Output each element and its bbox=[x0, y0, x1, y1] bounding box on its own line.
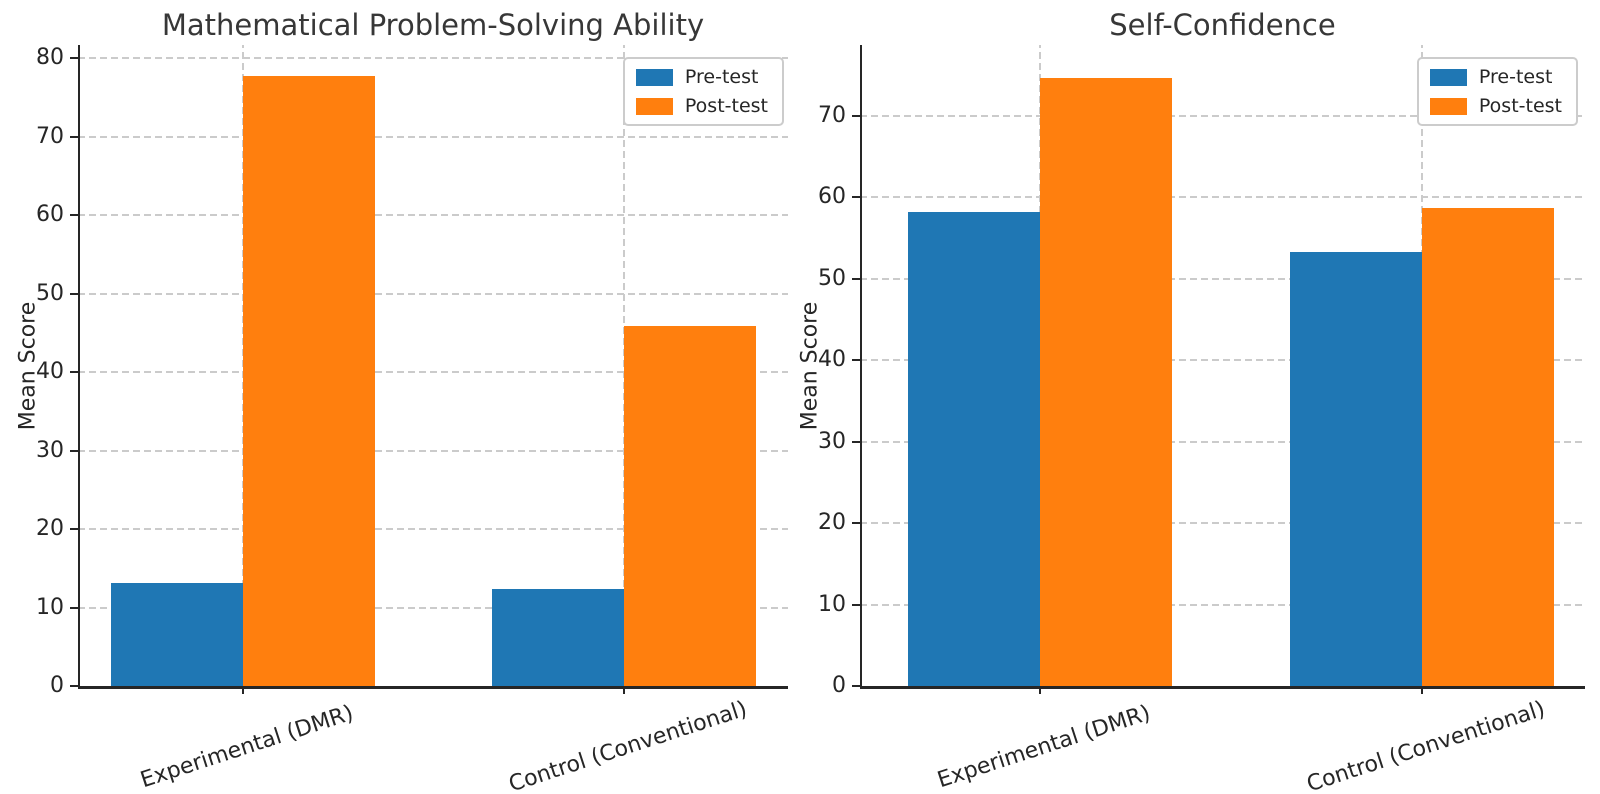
y-tick-label-40: 40 bbox=[818, 347, 846, 373]
legend-label: Pre-test bbox=[1478, 66, 1553, 88]
gridline-y-60 bbox=[78, 214, 788, 217]
x-tick-control-conventional bbox=[623, 686, 625, 694]
y-tick-0 bbox=[70, 685, 78, 687]
legend-item-pre-test: Pre-test bbox=[1429, 66, 1562, 88]
x-tick-experimental-dmr bbox=[1039, 686, 1041, 694]
gridline-y-40 bbox=[860, 359, 1585, 362]
y-tick-40 bbox=[852, 359, 860, 362]
y-tick-30 bbox=[852, 440, 860, 443]
chart-title: Self-Confidence bbox=[1109, 8, 1336, 42]
x-tick-label-control-conventional: Control (Conventional) bbox=[1303, 696, 1549, 794]
x-axis-spine bbox=[860, 686, 1585, 689]
x-axis-spine bbox=[78, 686, 788, 689]
legend-label: Post-test bbox=[684, 95, 768, 117]
bar-pre-test-experimental-dmr bbox=[111, 583, 243, 686]
gridline-y-60 bbox=[860, 196, 1585, 199]
legend-item-post-test: Post-test bbox=[635, 95, 768, 117]
x-tick-experimental-dmr bbox=[242, 686, 244, 694]
chart-title: Mathematical Problem-Solving Ability bbox=[161, 8, 705, 42]
legend-label: Pre-test bbox=[684, 66, 759, 88]
bar-pre-test-control-conventional bbox=[492, 589, 624, 686]
y-tick-label-70: 70 bbox=[818, 102, 846, 128]
plot-area bbox=[860, 45, 1585, 689]
y-tick-label-70: 70 bbox=[36, 123, 64, 149]
legend: Pre-test Post-test bbox=[622, 57, 784, 126]
gridline-y-30 bbox=[860, 440, 1585, 443]
gridline-y-10 bbox=[860, 603, 1585, 606]
gridline-y-70 bbox=[78, 135, 788, 138]
y-tick-0 bbox=[852, 685, 860, 687]
bar-post-test-experimental-dmr bbox=[243, 76, 375, 686]
y-tick-label-50: 50 bbox=[818, 265, 846, 291]
bar-post-test-control-conventional bbox=[624, 325, 756, 686]
gridline-y-20 bbox=[860, 522, 1585, 525]
y-tick-label-60: 60 bbox=[36, 202, 64, 228]
y-tick-label-10: 10 bbox=[36, 594, 64, 620]
y-tick-20 bbox=[70, 528, 78, 531]
y-tick-label-20: 20 bbox=[36, 516, 64, 542]
y-tick-label-30: 30 bbox=[36, 437, 64, 463]
y-tick-70 bbox=[70, 135, 78, 138]
y-tick-20 bbox=[852, 522, 860, 525]
gridline-y-70 bbox=[860, 114, 1585, 117]
bar-post-test-experimental-dmr bbox=[1040, 77, 1172, 686]
y-tick-50 bbox=[852, 277, 860, 280]
y-tick-label-20: 20 bbox=[818, 510, 846, 536]
post-test-swatch bbox=[1429, 97, 1467, 115]
x-tick-label-control-conventional: Control (Conventional) bbox=[505, 696, 751, 794]
gridline-y-30 bbox=[78, 449, 788, 452]
y-axis-spine bbox=[860, 45, 862, 688]
legend: Pre-test Post-test bbox=[1416, 57, 1578, 126]
gridline-y-10 bbox=[78, 606, 788, 609]
y-tick-50 bbox=[70, 292, 78, 295]
legend-item-post-test: Post-test bbox=[1429, 95, 1562, 117]
y-tick-30 bbox=[70, 449, 78, 452]
bar-pre-test-control-conventional bbox=[1290, 251, 1422, 686]
gridline-y-50 bbox=[78, 292, 788, 295]
y-tick-label-60: 60 bbox=[818, 184, 846, 210]
legend-item-pre-test: Pre-test bbox=[635, 66, 768, 88]
y-axis-spine bbox=[78, 45, 80, 688]
bar-pre-test-experimental-dmr bbox=[908, 211, 1040, 686]
y-tick-10 bbox=[70, 606, 78, 609]
x-tick-label-experimental-dmr: Experimental (DMR) bbox=[137, 700, 357, 794]
chart-self-confidence: Self-Confidence Mean Score Pre-test Post… bbox=[798, 0, 1600, 794]
pre-test-swatch bbox=[635, 68, 673, 86]
y-tick-label-0: 0 bbox=[832, 673, 846, 698]
y-tick-label-10: 10 bbox=[818, 591, 846, 617]
y-tick-10 bbox=[852, 603, 860, 606]
gridline-y-50 bbox=[860, 277, 1585, 280]
chart-math-problem-solving: Mathematical Problem-Solving Ability Mea… bbox=[16, 8, 788, 794]
post-test-swatch bbox=[635, 97, 673, 115]
legend-label: Post-test bbox=[1478, 95, 1562, 117]
gridline-y-20 bbox=[78, 528, 788, 531]
y-tick-label-40: 40 bbox=[36, 359, 64, 385]
gridline-y-80 bbox=[78, 57, 788, 60]
y-tick-label-0: 0 bbox=[50, 673, 64, 698]
y-tick-70 bbox=[852, 114, 860, 117]
y-tick-80 bbox=[70, 57, 78, 60]
pre-test-swatch bbox=[1429, 68, 1467, 86]
y-tick-label-30: 30 bbox=[818, 428, 846, 454]
y-tick-40 bbox=[70, 371, 78, 374]
y-tick-label-50: 50 bbox=[36, 280, 64, 306]
y-tick-label-80: 80 bbox=[36, 45, 64, 71]
x-tick-control-conventional bbox=[1421, 686, 1423, 694]
bar-post-test-control-conventional bbox=[1422, 207, 1554, 686]
x-tick-label-experimental-dmr: Experimental (DMR) bbox=[934, 700, 1154, 794]
y-tick-60 bbox=[70, 214, 78, 217]
y-tick-60 bbox=[852, 196, 860, 199]
gridline-y-40 bbox=[78, 371, 788, 374]
plot-area bbox=[78, 45, 788, 689]
